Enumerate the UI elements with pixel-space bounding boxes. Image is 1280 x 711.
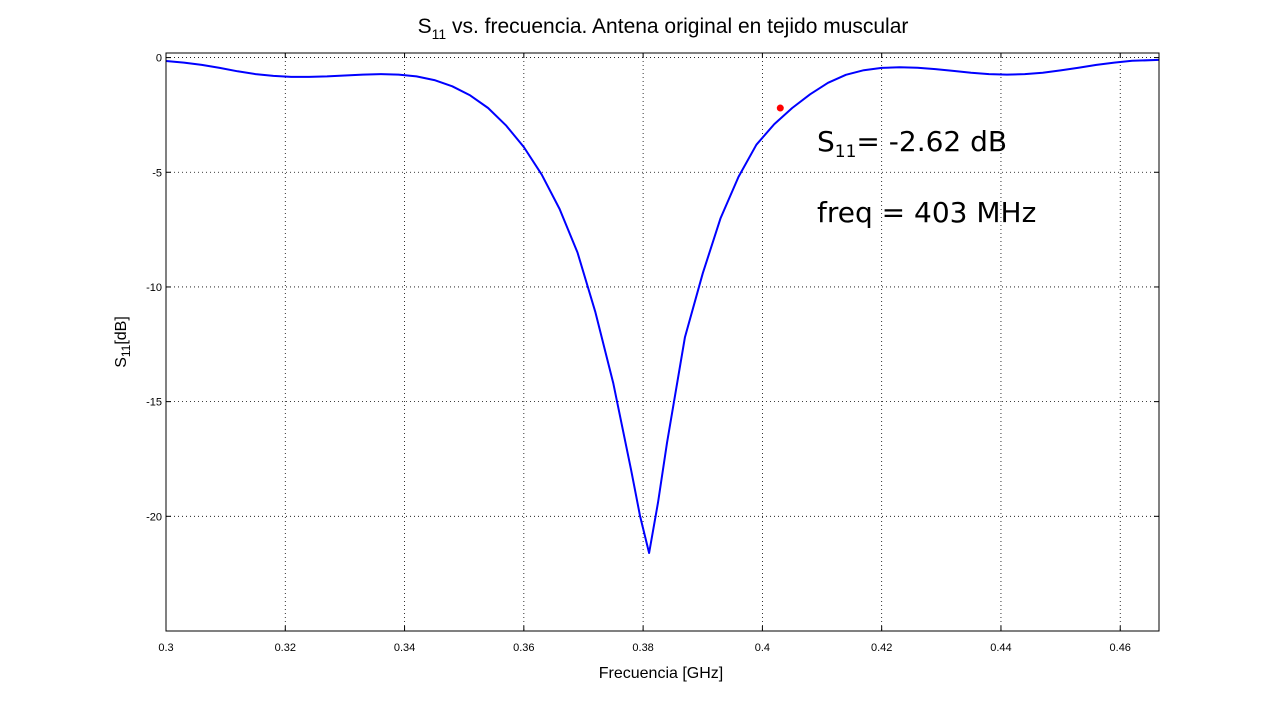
grid	[165, 53, 1159, 631]
series-layer	[165, 58, 1160, 554]
ylabel-s: S	[113, 357, 130, 368]
y-tick-label: -10	[146, 282, 162, 294]
x-tick-label: 0.36	[513, 642, 534, 654]
x-tick-label: 0.42	[871, 642, 892, 654]
title-sub: 11	[432, 26, 447, 42]
anno-s: S	[817, 125, 835, 158]
x-tick-label: 0.34	[394, 642, 415, 654]
x-axis-label: Frecuencia [GHz]	[599, 665, 723, 682]
s11-annotation: S11= -2.62 dB	[817, 125, 1007, 162]
x-tick-label: 0.32	[275, 642, 296, 654]
x-tick-label: 0.44	[990, 642, 1011, 654]
marker-point	[776, 104, 784, 112]
x-tick-label: 0.4	[755, 642, 770, 654]
title-rest: vs. frecuencia. Antena original en tejid…	[446, 15, 908, 38]
s11-curve	[165, 58, 1160, 554]
ticks: 0.3 0.32 0.34 0.36 0.38 0.4 0.42 0.44 0.46 0 -5 -10…	[146, 53, 1159, 654]
x-tick-label: 0.38	[632, 642, 653, 654]
y-tick-label: 0	[156, 53, 162, 65]
y-tick-label: -20	[146, 511, 162, 523]
ylabel-sub: 11	[119, 344, 133, 357]
y-axis-label: S11[dB]	[113, 316, 133, 368]
ylabel-rest: [dB]	[113, 316, 130, 344]
x-tick-label: 0.46	[1110, 642, 1131, 654]
title-s: S	[418, 15, 432, 38]
anno-sub: 11	[835, 142, 857, 162]
plot-frame	[165, 52, 1160, 632]
freq-annotation: freq = 403 MHz	[817, 196, 1036, 229]
chart-title: S11 vs. frecuencia. Antena original en t…	[418, 15, 909, 42]
y-tick-label: -15	[146, 397, 162, 409]
anno-rest: = -2.62 dB	[856, 125, 1007, 158]
x-tick-label: 0.3	[158, 642, 173, 654]
y-tick-label: -5	[152, 167, 162, 179]
